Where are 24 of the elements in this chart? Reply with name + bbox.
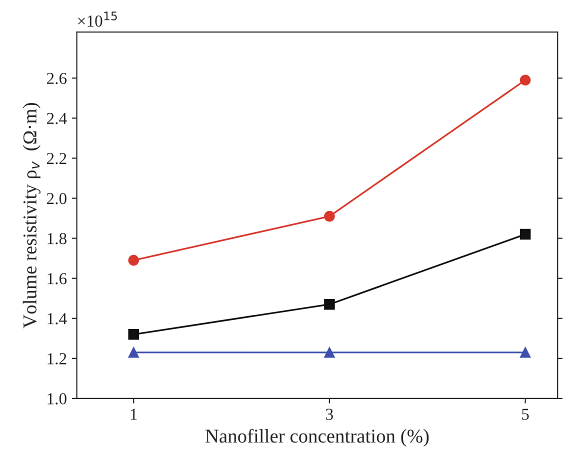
y-tick-label: 1.8 — [48, 232, 66, 244]
point — [324, 298, 335, 310]
y-tick-label: 2.0 — [46, 192, 66, 204]
point — [520, 74, 531, 86]
x-tick-label: 1 — [130, 408, 137, 420]
y-tick-label: 2.6 — [46, 72, 67, 84]
y-tick-label: 1.6 — [48, 273, 67, 284]
y-tick-label: 1.4 — [48, 313, 67, 324]
point — [128, 329, 139, 340]
y-tick-label: 1.0 — [48, 393, 66, 404]
point — [128, 347, 139, 358]
point — [324, 210, 335, 222]
point — [520, 347, 531, 358]
x-tick-label: 3 — [326, 408, 333, 420]
y-axis-title: Volume resistivity ρ$_{v}$ (Ω·m) — [22, 103, 41, 328]
point — [128, 254, 139, 266]
x-tick-label: 5 — [522, 408, 529, 420]
text: ×10$^{15}$ — [78, 12, 117, 27]
y-tick-label: 1.2 — [48, 353, 66, 364]
point — [324, 347, 335, 358]
y-tick-label: 2.2 — [46, 152, 66, 164]
y-tick-label: 2.4 — [46, 112, 67, 124]
x-axis-title: Nanofiller concentration (%) — [205, 428, 429, 447]
point — [520, 228, 531, 240]
